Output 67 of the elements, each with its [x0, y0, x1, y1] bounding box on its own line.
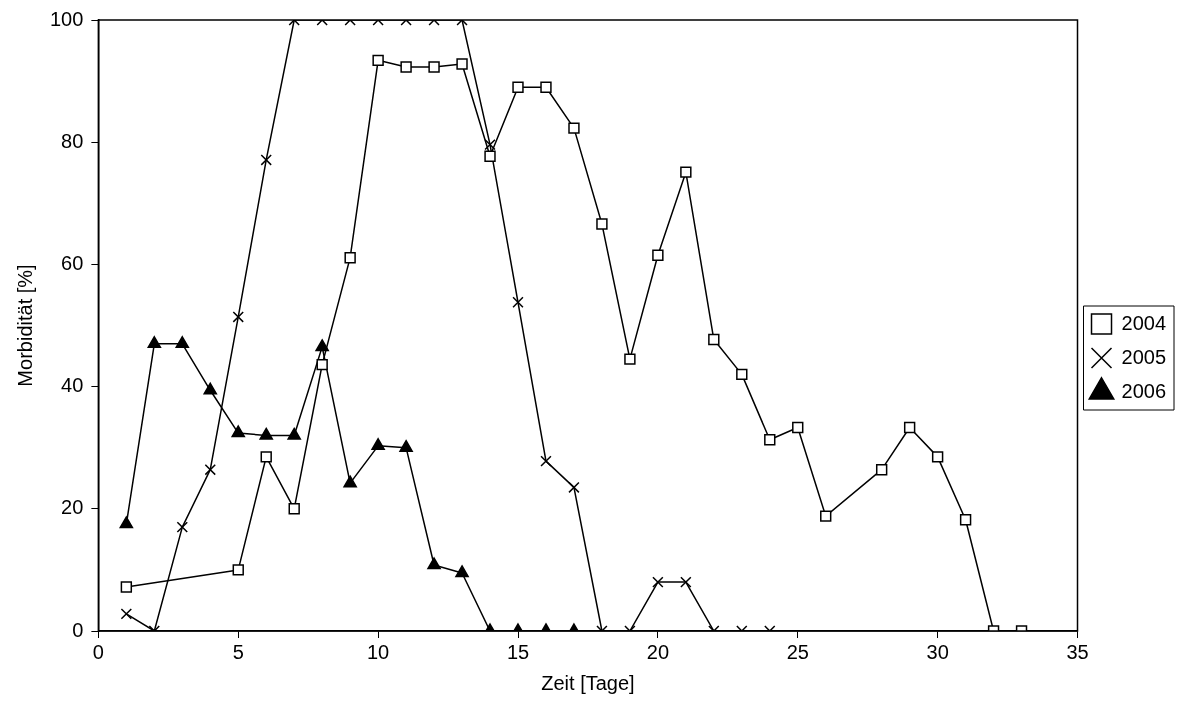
point: [288, 503, 300, 515]
y-tick-label: 80: [61, 129, 84, 152]
point: [680, 576, 692, 588]
point: [400, 61, 412, 73]
point: [484, 150, 496, 162]
point: [568, 481, 580, 494]
legend-label: 2006: [1121, 379, 1167, 402]
point: [680, 166, 692, 178]
y-tick-label: 0: [72, 618, 84, 641]
point: [540, 455, 552, 467]
y-axis-title: Morbidität [%]: [13, 264, 36, 387]
x-tick-label: 10: [367, 640, 390, 663]
point: [764, 434, 776, 446]
point: [959, 514, 972, 526]
x-tick-label: 20: [646, 640, 669, 663]
point: [624, 353, 636, 365]
point: [175, 336, 190, 349]
point: [119, 516, 134, 529]
point: [316, 358, 328, 371]
point: [147, 336, 162, 349]
point: [903, 421, 916, 434]
legend-label: 2005: [1121, 345, 1167, 368]
point: [820, 510, 832, 522]
point: [204, 464, 216, 476]
x-axis-title: Zeit [Tage]: [541, 671, 635, 694]
point: [708, 333, 720, 346]
y-tick-label: 100: [49, 7, 84, 30]
point: [596, 218, 608, 230]
point: [428, 61, 440, 73]
y-tick-label: 40: [61, 374, 84, 397]
point: [792, 421, 804, 434]
point: [315, 339, 329, 352]
point: [540, 81, 552, 93]
y-tick-label: 20: [61, 496, 84, 519]
x-tick-label: 0: [92, 640, 104, 663]
point: [652, 249, 664, 261]
point: [203, 382, 218, 395]
point: [176, 521, 188, 533]
point: [232, 311, 244, 323]
point: [399, 439, 413, 452]
point: [287, 427, 302, 440]
point: [372, 54, 384, 67]
point: [231, 425, 246, 438]
point: [427, 557, 441, 570]
point: [652, 576, 664, 588]
x-tick-label: 35: [1066, 640, 1089, 663]
legend-label: 2004: [1121, 311, 1167, 334]
point: [736, 368, 748, 381]
point: [344, 251, 356, 264]
point: [371, 438, 385, 451]
point: [568, 122, 580, 134]
x-tick-label: 25: [786, 640, 809, 663]
point: [931, 451, 944, 463]
x-tick-label: 5: [232, 640, 244, 663]
point: [260, 154, 272, 166]
point: [512, 296, 524, 308]
point: [875, 464, 888, 476]
point: [484, 138, 496, 151]
point: [343, 475, 357, 488]
x-tick-label: 15: [506, 640, 530, 663]
point: [455, 565, 469, 578]
point: [259, 427, 274, 440]
point: [512, 81, 524, 93]
point: [456, 58, 468, 70]
x-tick-label: 30: [926, 640, 949, 663]
point: [260, 451, 272, 463]
y-tick-label: 60: [61, 251, 84, 274]
